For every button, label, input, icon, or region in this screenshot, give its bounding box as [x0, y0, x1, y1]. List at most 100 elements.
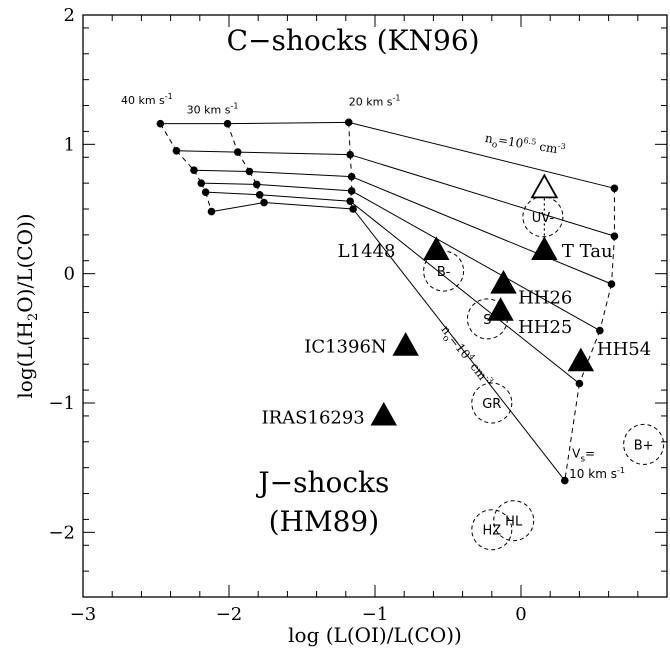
model-point: [233, 148, 242, 156]
axes: −3 −2 −1 0 −2 −1 0 1 2: [48, 5, 668, 625]
velocity-label: 30 km s-1: [187, 101, 239, 116]
velocity-label-sup: -1: [165, 92, 173, 101]
model-point: [347, 172, 356, 181]
model-point: [349, 205, 357, 213]
model-point: [252, 180, 261, 189]
vs-label-line1: Vs=: [572, 446, 595, 464]
density-line: [176, 150, 238, 153]
y-tick-label: 0: [64, 264, 75, 285]
observed-triangle: [567, 347, 595, 372]
observed-triangle: [490, 269, 517, 294]
observed-label: HH25: [518, 317, 572, 338]
region-label: C−shocks (KN96): [227, 24, 480, 57]
density-line: [211, 202, 265, 213]
model-point: [201, 188, 210, 196]
y-tick-label: −1: [48, 393, 75, 414]
markers: UV- B- S GR B+ HZ HL: [370, 173, 665, 551]
y-tick-label: −2: [48, 522, 75, 543]
velocity-line: [227, 123, 239, 153]
density-sup: 6.5: [523, 136, 537, 147]
density-line: [249, 170, 352, 178]
velocity-line: [599, 283, 613, 331]
vs-label-line2: 10 km s-1: [569, 466, 625, 481]
model-circle-label: GR: [482, 397, 501, 412]
x-tick-label: 0: [515, 604, 526, 625]
velocity-line: [578, 330, 601, 384]
x-axis-label: log (L(OI)/L(CO)): [288, 623, 462, 647]
velocity-label-sup: -1: [230, 101, 238, 110]
velocity-line: [176, 150, 195, 171]
model-point: [347, 187, 356, 195]
open-triangle-marker: [530, 173, 559, 199]
observed-label: T Tau: [562, 241, 613, 262]
density-line: [352, 208, 566, 481]
vs-sup: -1: [617, 466, 625, 475]
observed-label: IC1396N: [304, 337, 386, 358]
model-point: [223, 119, 232, 128]
model-point: [346, 150, 354, 159]
density-line: [348, 121, 615, 189]
observed-label: HH54: [597, 339, 651, 360]
velocity-label-text: 20 km s: [349, 96, 393, 109]
density-sup2: -3: [483, 374, 495, 386]
labels: L1448 T Tau HH26 HH25 HH54 IC1396N IRAS16293 C−…: [121, 24, 651, 538]
velocity-label-text: 30 km s: [187, 103, 231, 116]
model-circle-label: UV-: [532, 211, 555, 226]
model-point: [156, 119, 165, 128]
x-tick-label: −3: [70, 604, 97, 625]
observed-triangle: [487, 297, 514, 321]
velocity-line: [159, 123, 177, 152]
observed-triangle: [531, 236, 558, 260]
region-label: J−shocks: [255, 466, 389, 499]
model-circle-label: S: [483, 313, 491, 328]
density-line: [351, 176, 612, 285]
density-line: [205, 191, 260, 196]
model-point: [207, 207, 216, 216]
observed-label: HH26: [518, 287, 572, 308]
density-line: [349, 200, 580, 384]
density-label: no=104 cm-3: [435, 322, 495, 391]
y-label-post: O)/L(CO)): [13, 213, 37, 312]
vs-letter: V: [572, 446, 581, 460]
observed-label: L1448: [338, 241, 396, 262]
x-tick-label: −1: [362, 604, 389, 625]
density-line: [351, 190, 601, 332]
observed-triangle: [370, 401, 397, 426]
density-sup: 4: [467, 352, 477, 362]
density-post: cm: [535, 139, 559, 156]
density-line: [227, 121, 349, 125]
model-point: [245, 167, 254, 176]
density-line: [264, 202, 354, 210]
model-point: [607, 280, 616, 288]
y-axis-label: log(L(H2O)/L(CO)): [13, 213, 41, 398]
density-n: n: [484, 131, 494, 146]
velocity-line: [564, 383, 580, 481]
observed-triangle: [392, 332, 419, 356]
velocity-label-text: 40 km s: [121, 94, 165, 107]
vs-eq: =: [585, 446, 595, 460]
density-sub: o: [491, 140, 498, 151]
density-line: [350, 154, 615, 237]
x-tick-label: −2: [216, 604, 243, 625]
velocity-label-sup: -1: [393, 94, 401, 103]
observed-triangle: [423, 236, 450, 260]
model-point: [190, 166, 198, 174]
model-point: [575, 379, 584, 388]
vs-speed: 10 km s: [569, 467, 617, 481]
model-point: [172, 147, 181, 155]
model-point: [260, 198, 268, 207]
velocity-line: [611, 236, 615, 285]
y-tick-label: 2: [64, 5, 75, 26]
model-point: [255, 190, 264, 199]
vs-sub: s: [580, 454, 585, 464]
model-point: [197, 179, 206, 187]
model-circle: [471, 509, 513, 551]
model-circle-label: HZ: [482, 524, 501, 539]
velocity-line: [348, 122, 351, 155]
density-line: [201, 182, 257, 185]
density-line: [259, 194, 351, 202]
model-point: [346, 197, 354, 206]
density-mid: =10: [497, 133, 524, 151]
density-line: [193, 169, 250, 172]
model-point: [344, 118, 353, 127]
